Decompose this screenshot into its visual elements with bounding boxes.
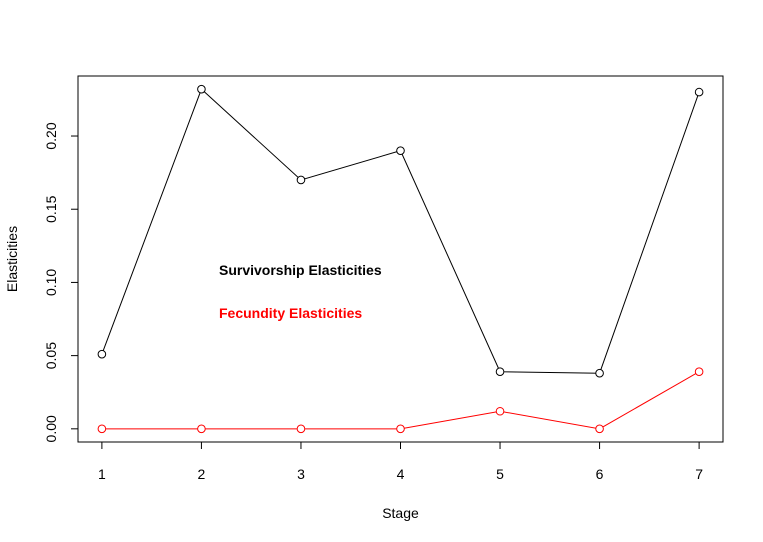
x-tick-label: 2	[198, 466, 206, 482]
series-layer	[97, 84, 704, 434]
y-tick-label: 0.15	[43, 195, 59, 222]
series-0-point	[97, 349, 107, 359]
x-tick-label: 1	[98, 466, 106, 482]
x-tick-label: 5	[496, 466, 504, 482]
y-tick-label: 0.20	[43, 122, 59, 149]
series-0-point	[296, 175, 306, 185]
y-tick-label: 0.05	[43, 342, 59, 369]
x-tick-label: 3	[297, 466, 305, 482]
series-1-point	[595, 424, 604, 434]
x-axis: 1 2 3 4 5 6 7	[98, 441, 703, 482]
series-1-line	[101, 371, 700, 430]
series-0-point	[396, 146, 405, 155]
series-0-point	[495, 367, 505, 377]
series-0-point	[595, 368, 604, 378]
y-tick-label: 0.10	[43, 269, 59, 296]
x-axis-title: Stage	[382, 505, 419, 521]
x-tick-label: 6	[596, 466, 604, 482]
series-1-point	[396, 424, 405, 434]
series-0-point	[694, 87, 704, 97]
series-1-point	[495, 406, 505, 416]
series-1-point	[197, 424, 206, 434]
series-0-point	[197, 84, 206, 94]
plot-box	[77, 75, 724, 443]
series-0-line	[101, 88, 700, 374]
y-tick-label: 0.00	[43, 415, 59, 442]
y-axis: 0.00 0.05 0.10 0.15 0.20	[43, 122, 79, 442]
annotation-fecundity: Fecundity Elasticities	[219, 305, 362, 321]
series-1-point	[97, 424, 107, 434]
series-1-point	[694, 367, 704, 377]
x-tick-label: 4	[397, 466, 405, 482]
annotation-survivorship: Survivorship Elasticities	[219, 262, 382, 278]
x-tick-label: 7	[695, 466, 703, 482]
y-axis-title: Elasticities	[4, 226, 20, 292]
series-1-point	[296, 424, 306, 434]
